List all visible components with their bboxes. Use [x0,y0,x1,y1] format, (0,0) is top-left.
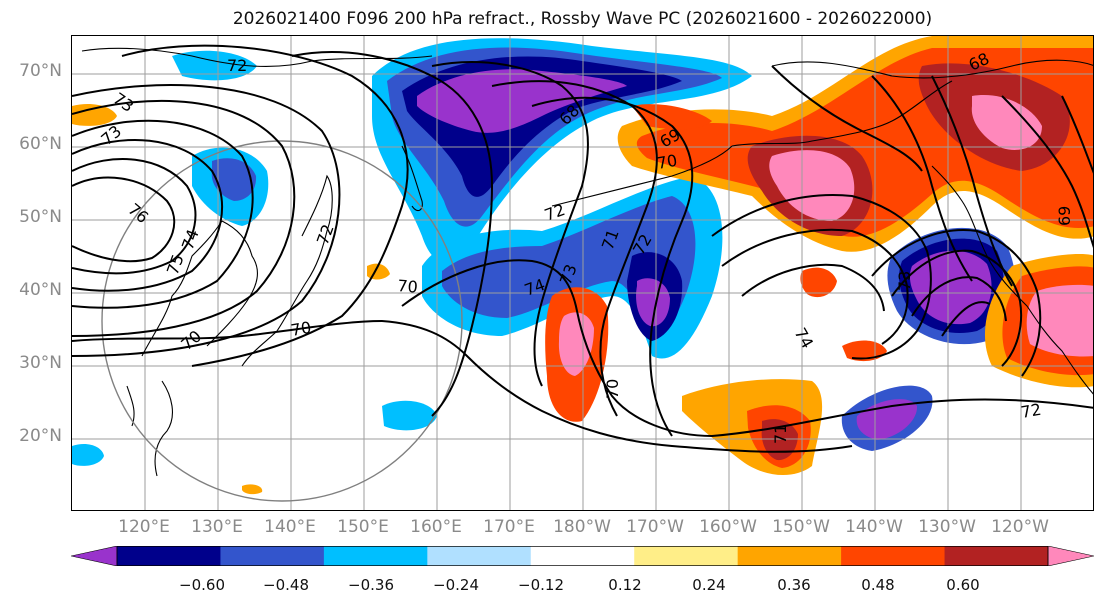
lat-label-30n: 30°N [19,353,62,373]
lon-label-170e: 170°E [483,517,535,537]
colorbar-segment [530,546,635,566]
lon-label-120w: 120°W [991,517,1049,537]
colorbar-segment [634,546,739,566]
colorbar-segment [944,546,1049,566]
contour-label: 70 [289,318,312,340]
map-canvas: 73 73 72 76 74 75 72 70 70 70 72 74 73 7… [72,36,1093,510]
lon-label-140w: 140°W [845,517,903,537]
lon-label-140e: 140°E [264,517,316,537]
contour-label: 70 [177,326,205,354]
lon-label-120e: 120°E [118,517,170,537]
colorbar-segment [71,546,118,566]
contour-label: 70 [655,151,678,173]
colorbar-tick: 0.36 [777,576,811,594]
colorbar-tick: 0.12 [608,576,642,594]
colorbar-tick: −0.48 [263,576,309,594]
colorbar-segment [1047,546,1094,566]
lat-label-70n: 70°N [19,61,62,81]
colorbar-tick: −0.24 [433,576,479,594]
contour-label: 72 [227,56,247,75]
colorbar-outline [116,546,1049,566]
lat-label-20n: 20°N [19,426,62,446]
shaded-field [72,36,1093,495]
lon-label-130e: 130°E [191,517,243,537]
colorbar-tick: −0.12 [518,576,564,594]
lon-label-160e: 160°E [410,517,462,537]
graticule [72,36,1093,510]
colorbar-tick: −0.60 [179,576,225,594]
colorbar-segment [427,546,532,566]
contour-label: 76 [124,200,152,228]
map-plot-area[interactable]: 73 73 72 76 74 75 72 70 70 70 72 74 73 7… [71,35,1094,511]
lat-label-40n: 40°N [19,280,62,300]
colorbar-tick: 0.24 [692,576,726,594]
colorbar-tick: −0.36 [348,576,394,594]
contour-label: 71 [771,424,790,444]
contour-label: 72 [1019,400,1042,422]
colorbar-segment [220,546,325,566]
lat-label-50n: 50°N [19,207,62,227]
contour-lines [72,44,1093,453]
contour-label: 69 [1055,206,1074,226]
coastlines [81,47,1093,477]
colorbar-segment [117,546,221,566]
contour-label: 72 [313,222,338,248]
colorbar [71,546,1094,566]
lon-label-150w: 150°W [772,517,830,537]
map-title: 2026021400 F096 200 hPa refract., Rossby… [232,9,933,29]
contour-label: 70 [397,276,419,297]
contour-label: 73 [895,271,914,291]
colorbar-segment [323,546,428,566]
region-circle [101,140,463,502]
colorbar-tick: 0.60 [946,576,980,594]
contour-label: 73 [110,89,138,116]
contour-label: 72 [542,200,568,225]
colorbar-tick: 0.48 [861,576,895,594]
colorbar-segment [737,546,842,566]
lon-label-180w: 180°W [553,517,611,537]
lon-label-130w: 130°W [918,517,976,537]
contour-label: 75 [163,252,188,278]
lon-label-150e: 150°E [337,517,389,537]
colorbar-segment [841,546,946,566]
contour-label: 74 [791,325,818,352]
lon-label-160w: 160°W [699,517,757,537]
lat-label-60n: 60°N [19,134,62,154]
contour-label: 70 [603,379,622,399]
lon-label-170w: 170°W [626,517,684,537]
